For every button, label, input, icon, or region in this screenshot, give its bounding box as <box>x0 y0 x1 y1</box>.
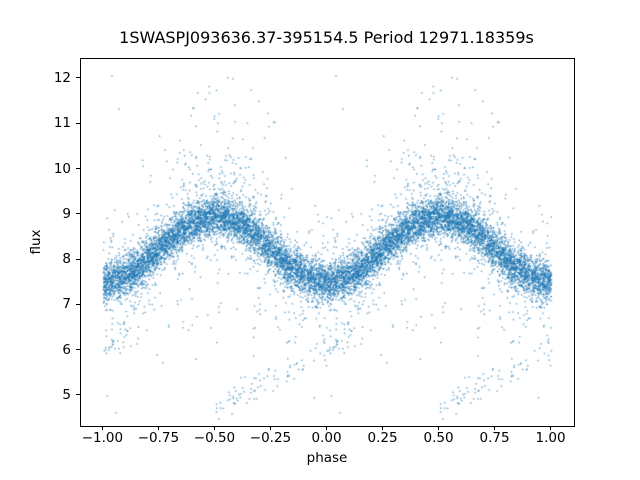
x-tick-label: −0.50 <box>193 430 236 446</box>
y-tick <box>76 77 80 79</box>
y-tick <box>76 394 80 396</box>
x-tick <box>326 426 327 430</box>
x-tick-label: 0.50 <box>423 430 454 446</box>
x-tick <box>382 426 384 430</box>
y-tick-label: 9 <box>62 205 71 222</box>
y-tick <box>76 258 80 260</box>
x-tick <box>494 426 496 430</box>
y-tick <box>76 213 80 215</box>
x-tick-label: 1.00 <box>535 430 566 446</box>
y-tick <box>76 122 80 124</box>
y-tick <box>76 168 80 169</box>
y-tick-label: 8 <box>62 251 71 268</box>
x-axis-label: phase <box>306 450 348 466</box>
y-tick <box>76 303 80 305</box>
y-tick-label: 11 <box>53 115 71 132</box>
scatter-points-canvas <box>81 59 574 426</box>
x-tick-label: −0.75 <box>137 430 180 446</box>
x-tick <box>438 426 440 430</box>
y-tick <box>76 349 80 351</box>
plot-area <box>80 58 575 427</box>
chart-title: 1SWASPJ093636.37-395154.5 Period 12971.1… <box>119 28 534 47</box>
x-tick <box>157 426 159 430</box>
x-tick-label: 0.25 <box>367 430 398 446</box>
x-tick <box>269 426 271 430</box>
y-tick-label: 12 <box>53 69 71 86</box>
x-tick-label: −1.00 <box>81 430 124 446</box>
x-tick <box>213 426 215 430</box>
x-tick-label: 0.75 <box>479 430 510 446</box>
x-tick <box>550 426 552 430</box>
x-tick-label: −0.25 <box>249 430 292 446</box>
x-tick <box>101 426 103 430</box>
x-tick-label: 0.00 <box>311 430 342 446</box>
y-tick-label: 7 <box>62 296 71 313</box>
y-tick-label: 10 <box>53 160 71 177</box>
y-tick-label: 6 <box>62 341 71 358</box>
y-tick-label: 5 <box>62 386 71 403</box>
